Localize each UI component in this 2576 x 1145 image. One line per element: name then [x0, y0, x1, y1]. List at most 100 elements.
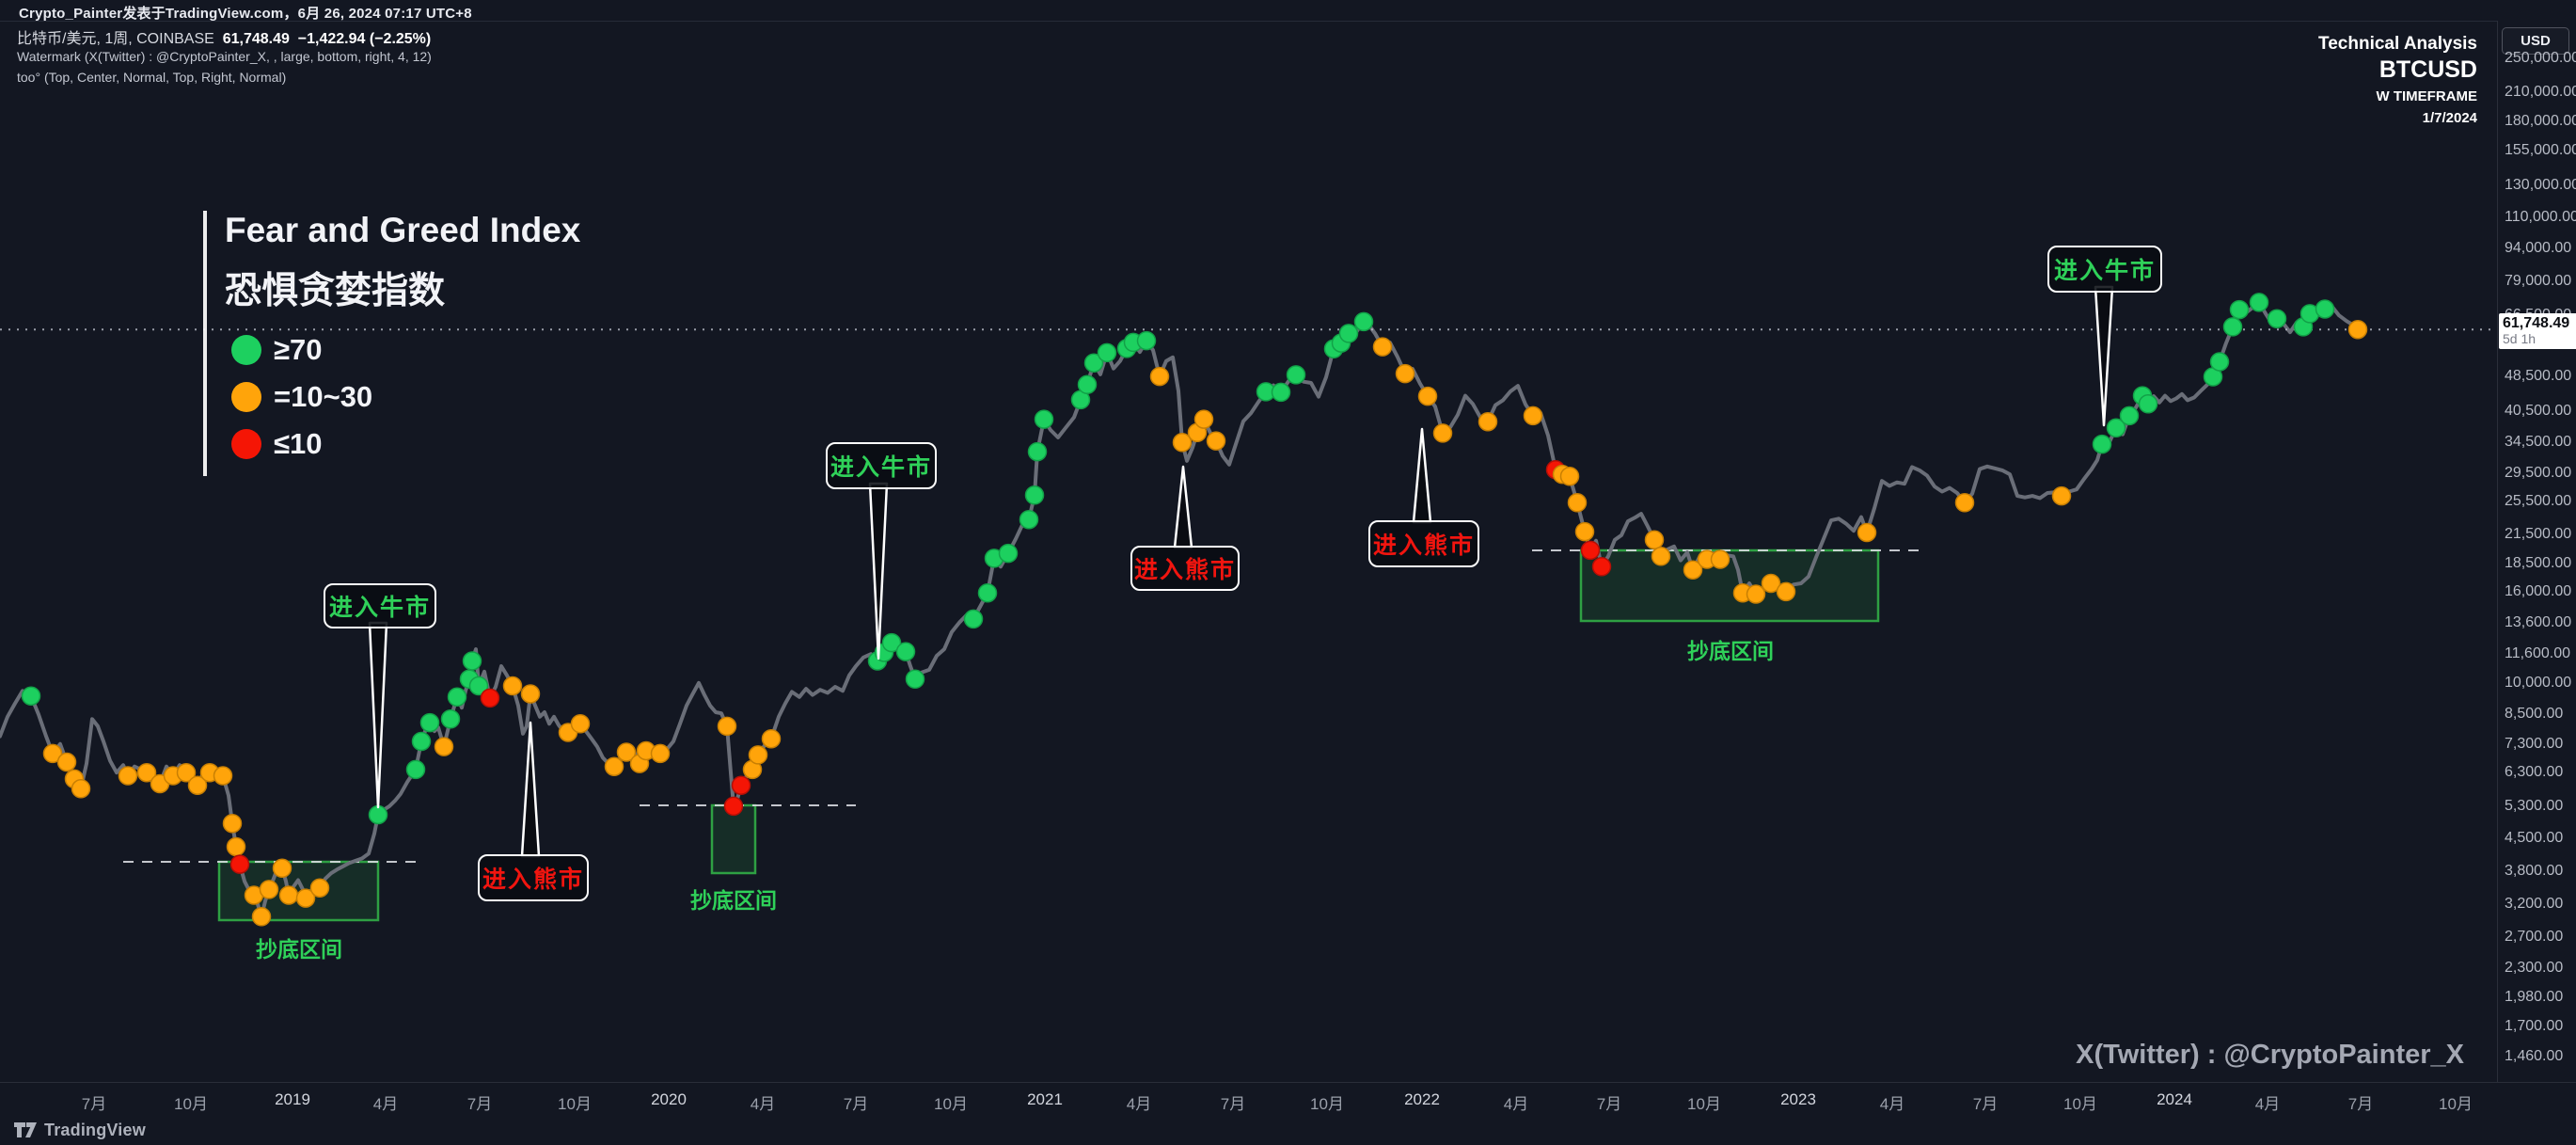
bottom-fishing-zone-label: 抄底区间 — [256, 937, 342, 962]
time-axis-tick: 10月 — [1687, 1095, 1721, 1113]
time-axis-tick: 4月 — [1503, 1095, 1529, 1113]
time-axis-tick: 4月 — [1879, 1095, 1905, 1113]
time-axis-tick: 7月 — [843, 1095, 869, 1113]
time-axis-tick: 7月 — [1596, 1095, 1622, 1113]
time-axis-tick: 7月 — [2347, 1095, 2374, 1113]
watermark-config-label: Watermark (X(Twitter) : @CryptoPainter_X… — [17, 49, 432, 64]
legend-item: ≤10 — [231, 427, 323, 461]
fear-greed-dots — [21, 293, 2368, 927]
time-axis-tick: 2023 — [1780, 1090, 1816, 1108]
price-axis-tick: 7,300.00 — [2505, 735, 2564, 752]
ta-symbol: BTCUSD — [2378, 56, 2477, 83]
time-axis-tick: 2019 — [275, 1090, 310, 1108]
price-chart-canvas — [0, 285, 2497, 927]
time-axis-tick: 4月 — [372, 1095, 399, 1113]
price-axis-tick: 8,500.00 — [2505, 706, 2564, 723]
price-axis-tick: 25,500.00 — [2505, 492, 2572, 509]
price-axis-tick: 2,700.00 — [2505, 929, 2564, 946]
bottom-fishing-zone-label: 抄底区间 — [1687, 639, 1774, 663]
time-axis-tick: 7月 — [466, 1095, 493, 1113]
time-axis-tick: 7月 — [81, 1095, 107, 1113]
legend-dot-icon — [231, 335, 261, 365]
ta-date: 1/7/2024 — [2422, 110, 2477, 126]
enter-bull-market-callout[interactable]: 进入牛市 — [324, 583, 436, 628]
price-axis-tick: 250,000.00 — [2505, 49, 2576, 66]
price-axis-tick: 34,500.00 — [2505, 434, 2572, 451]
time-axis-tick: 2024 — [2157, 1090, 2192, 1108]
time-axis-tick: 4月 — [750, 1095, 776, 1113]
time-axis-tick: 10月 — [558, 1095, 592, 1113]
price-axis-tick: 5,300.00 — [2505, 797, 2564, 814]
time-axis-tick: 10月 — [2439, 1095, 2473, 1113]
bar-countdown: 5d 1h — [2503, 331, 2536, 347]
price-axis-tick: 79,000.00 — [2505, 273, 2572, 290]
ta-timeframe: W TIMEFRAME — [2376, 88, 2477, 104]
time-axis-tick: 10月 — [2063, 1095, 2097, 1113]
price-axis-tick: 3,800.00 — [2505, 862, 2564, 879]
price-axis-tick: 13,600.00 — [2505, 614, 2572, 631]
tradingview-logo-link[interactable]: TradingView — [13, 1120, 146, 1140]
time-axis-tick: 10月 — [934, 1095, 968, 1113]
legend-item: ≥70 — [231, 333, 323, 367]
enter-bull-market-callout[interactable]: 进入牛市 — [826, 442, 937, 489]
symbol-description: 比特币/美元, 1周, COINBASE — [17, 31, 214, 47]
price-axis-tick: 18,500.00 — [2505, 554, 2572, 571]
time-axis-tick: 2021 — [1027, 1090, 1063, 1108]
time-axis[interactable]: 7月 10月 2019 4月 7月 10月 2020 4月 7月 10月 2021 4月 7月 10月 20… — [0, 1082, 2576, 1116]
footer-bar: TradingView — [0, 1115, 2576, 1145]
time-axis-tick: 2022 — [1404, 1090, 1440, 1108]
price-axis-tick: 180,000.00 — [2505, 113, 2576, 130]
ta-title: Technical Analysis — [2318, 34, 2477, 54]
bottom-fishing-zones[interactable] — [123, 549, 1919, 922]
price-axis-tick: 48,500.00 — [2505, 368, 2572, 385]
too-config-row[interactable]: too° (Top, Center, Normal, Top, Right, N… — [17, 70, 286, 85]
time-axis-tick: 10月 — [174, 1095, 208, 1113]
price-axis-tick: 130,000.00 — [2505, 176, 2576, 193]
currency-toggle-button[interactable]: USD — [2502, 27, 2569, 55]
price-axis-tick: 110,000.00 — [2505, 209, 2576, 226]
bottom-fishing-zone-label: 抄底区间 — [690, 888, 777, 913]
price-axis-tick: 3,200.00 — [2505, 895, 2564, 912]
current-price-value: 61,748.49 — [2503, 315, 2570, 332]
enter-bear-market-callout[interactable]: 进入熊市 — [1130, 546, 1240, 591]
price-axis-tick: 16,000.00 — [2505, 582, 2572, 599]
too-config-label: too° (Top, Center, Normal, Top, Right, N… — [17, 70, 287, 85]
enter-bear-market-callout[interactable]: 进入熊市 — [1368, 520, 1479, 567]
twitter-watermark: X(Twitter) : @CryptoPainter_X — [2076, 1040, 2464, 1070]
price-axis[interactable]: USD 250,000.00 210,000.00 180,000.00 155,00… — [2497, 21, 2576, 1082]
legend-title-en: Fear and Greed Index — [225, 211, 581, 249]
legend-dot-icon — [231, 429, 261, 459]
price-axis-tick: 2,300.00 — [2505, 960, 2564, 977]
legend-item-label: ≤10 — [274, 427, 323, 460]
symbol-last-price: 61,748.49 — [222, 31, 290, 47]
time-axis-tick: 4月 — [1126, 1095, 1152, 1113]
legend-dot-icon — [231, 382, 261, 412]
price-axis-tick: 10,000.00 — [2505, 674, 2572, 691]
price-axis-tick: 11,600.00 — [2505, 645, 2570, 662]
legend-title-zh: 恐惧贪婪指数 — [225, 271, 446, 311]
legend-item-label: ≥70 — [274, 333, 323, 366]
price-axis-tick: 1,460.00 — [2505, 1047, 2564, 1064]
legend-item: =10~30 — [231, 380, 372, 414]
current-price-label: 61,748.49 5d 1h — [2499, 313, 2576, 350]
time-axis-tick: 7月 — [1220, 1095, 1246, 1113]
publish-header: Crypto_Painter发表于TradingView.com，6月 26, … — [0, 0, 2576, 22]
price-axis-tick: 155,000.00 — [2505, 142, 2576, 159]
time-axis-tick: 2020 — [651, 1090, 687, 1108]
price-axis-tick: 29,500.00 — [2505, 464, 2572, 481]
enter-bear-market-callout[interactable]: 进入熊市 — [478, 854, 589, 901]
symbol-info-row[interactable]: 比特币/美元, 1周, COINBASE 61,748.49 −1,422.94… — [17, 25, 431, 48]
chart-pane[interactable] — [0, 21, 2497, 1082]
price-axis-tick: 1,980.00 — [2505, 989, 2564, 1006]
price-axis-tick: 94,000.00 — [2505, 239, 2572, 256]
price-axis-tick: 40,500.00 — [2505, 403, 2572, 420]
legend-accent-bar — [203, 211, 207, 476]
tradingview-logo-text: TradingView — [44, 1120, 146, 1139]
time-axis-tick: 10月 — [1310, 1095, 1344, 1113]
enter-bull-market-callout[interactable]: 进入牛市 — [2047, 246, 2162, 293]
price-axis-tick: 210,000.00 — [2505, 83, 2576, 100]
publish-title: Crypto_Painter发表于TradingView.com，6月 26, … — [19, 6, 472, 22]
watermark-config-row[interactable]: Watermark (X(Twitter) : @CryptoPainter_X… — [17, 49, 432, 64]
price-axis-tick: 6,300.00 — [2505, 764, 2564, 781]
